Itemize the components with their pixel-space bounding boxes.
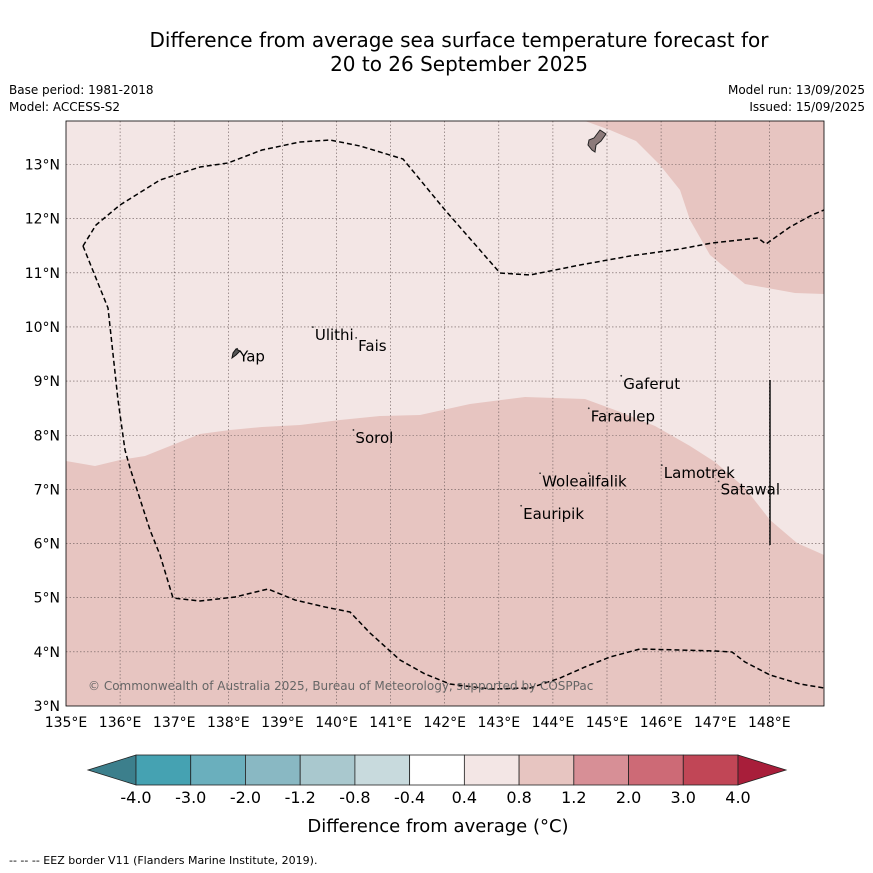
place-label: Ulithi: [315, 326, 354, 344]
colorbar-extend-low: [86, 754, 137, 786]
lat-tick-label: 10°N: [25, 320, 60, 336]
lon-tick-label: 138°E: [207, 715, 250, 731]
place-label: Sorol: [355, 429, 393, 447]
colorbar-tick-label: -1.2: [285, 788, 316, 807]
guam-island: [587, 129, 607, 153]
colorbar-tick-label: -0.4: [394, 788, 425, 807]
lat-tick-label: 8°N: [34, 428, 60, 444]
colorbar: -4.0 -3.0 -2.0 -1.2 -0.8 -0.4 0.4 0.8 1.2 2.0 3.0 4…: [86, 754, 788, 807]
lon-tick-label: 139°E: [261, 715, 304, 731]
lat-tick-label: 5°N: [34, 591, 60, 607]
place-label: Woleai: [542, 472, 592, 490]
colorbar-extend-high: [737, 754, 788, 786]
place-label: Lamotrek: [664, 464, 735, 482]
copyright-text: © Commonwealth of Australia 2025, Bureau…: [88, 679, 593, 693]
model-run: Model run: 13/09/2025: [727, 83, 865, 97]
place-marker: [587, 472, 590, 475]
place-label: Eauripik: [523, 505, 584, 523]
anomaly-region-northeast: [585, 121, 824, 294]
lon-tick-label: 146°E: [640, 715, 683, 731]
colorbar-tick-label: 4.0: [725, 788, 750, 807]
place-label: Gaferut: [623, 375, 680, 393]
colorbar-tick-label: -3.0: [175, 788, 206, 807]
colorbar-tick-label: -0.8: [339, 788, 370, 807]
lat-tick-label: 12°N: [25, 212, 60, 228]
place-marker: [311, 326, 314, 328]
colorbar-tick-label: -4.0: [120, 788, 151, 807]
colorbar-segment: [518, 754, 575, 786]
colorbar-segment: [682, 754, 739, 786]
lon-tick-label: 140°E: [315, 715, 358, 731]
issued-date: Issued: 15/09/2025: [749, 100, 865, 114]
place-marker: [539, 472, 541, 475]
lon-tick-label: 144°E: [532, 715, 575, 731]
colorbar-tick-label: 1.2: [561, 788, 586, 807]
place-label: Ifalik: [591, 472, 627, 490]
lat-tick-label: 11°N: [25, 266, 60, 282]
yap-island: [231, 348, 241, 360]
place-marker: [717, 480, 720, 483]
colorbar-segment: [135, 754, 192, 786]
colorbar-segment: [245, 754, 301, 786]
map-frame: [65, 120, 825, 707]
colorbar-tick-label: 2.0: [616, 788, 641, 807]
place-marker: [520, 504, 523, 507]
lat-tick-label: 13°N: [25, 158, 60, 174]
place-marker: [352, 429, 355, 431]
colorbar-segment: [190, 754, 246, 786]
place-marker: [620, 374, 623, 377]
lat-tick-label: 3°N: [34, 699, 60, 715]
eez-footnote: -- -- -- EEZ border V11 (Flanders Marine…: [9, 854, 318, 867]
lon-tick-label: 136°E: [99, 715, 142, 731]
place-label: Fais: [358, 337, 387, 355]
lon-tick-label: 143°E: [478, 715, 521, 731]
place-label: Satawal: [721, 480, 780, 498]
colorbar-tick-label: -2.0: [230, 788, 261, 807]
lon-tick-label: 137°E: [153, 715, 196, 731]
colorbar-segment: [628, 754, 684, 786]
place-marker: [236, 347, 239, 350]
colorbar-tick-label: 0.8: [506, 788, 531, 807]
lon-tick-label: 135°E: [45, 715, 88, 731]
lon-tick-label: 147°E: [694, 715, 737, 731]
title-line-1: Difference from average sea surface temp…: [149, 28, 769, 52]
map-title: Difference from average sea surface temp…: [0, 28, 873, 76]
lat-tick-label: 4°N: [34, 645, 60, 661]
lon-tick-label: 142°E: [423, 715, 466, 731]
lon-tick-label: 141°E: [369, 715, 412, 731]
colorbar-tick-label: 0.4: [452, 788, 477, 807]
latitude-axis: 3°N 4°N 5°N 6°N 7°N 8°N 9°N 10°N 11°N 12°N 13°N: [25, 158, 60, 716]
gridlines: [66, 121, 824, 706]
model-name: Model: ACCESS-S2: [9, 100, 121, 114]
title-line-2: 20 to 26 September 2025: [330, 52, 588, 76]
lon-tick-label: 145°E: [586, 715, 629, 731]
lat-tick-label: 7°N: [34, 482, 60, 498]
lat-tick-label: 6°N: [34, 537, 60, 553]
colorbar-segment: [354, 754, 411, 786]
colorbar-segment: [463, 754, 520, 786]
longitude-axis: 135°E 136°E 137°E 138°E 139°E 140°E 141°E 142°E…: [45, 715, 791, 731]
place-marker: [587, 407, 590, 410]
base-period: Base period: 1981-2018: [9, 83, 154, 97]
lat-tick-label: 9°N: [34, 374, 60, 390]
place-marker: [660, 464, 663, 467]
place-marker: [355, 337, 358, 339]
colorbar-segment: [573, 754, 629, 786]
colorbar-segment: [299, 754, 356, 786]
colorbar-tick-label: 3.0: [671, 788, 696, 807]
colorbar-segment: [409, 754, 465, 786]
place-label: Yap: [238, 348, 265, 366]
place-label: Faraulep: [591, 407, 655, 425]
lon-tick-label: 148°E: [748, 715, 791, 731]
eez-border: [82, 139, 824, 690]
colorbar-label: Difference from average (°C): [307, 816, 568, 837]
